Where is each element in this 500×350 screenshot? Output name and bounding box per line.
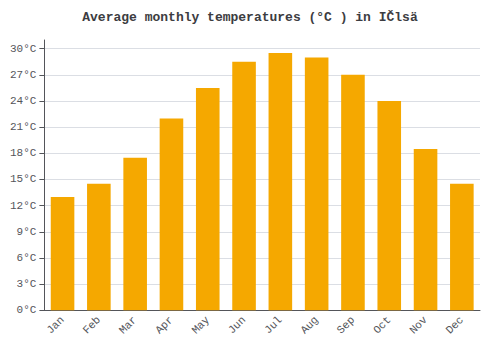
svg-text:21°C: 21°C [10,121,37,133]
svg-text:18°C: 18°C [10,147,37,159]
svg-text:9°C: 9°C [17,226,37,238]
svg-text:0°C: 0°C [17,304,37,316]
svg-text:30°C: 30°C [10,43,37,55]
svg-text:Average monthly temperatures (: Average monthly temperatures (°C ) in IČ… [82,10,418,25]
svg-text:15°C: 15°C [10,173,37,185]
svg-text:May: May [190,314,213,337]
svg-text:Aug: Aug [298,314,320,336]
svg-text:Nov: Nov [407,314,430,337]
svg-text:Jun: Jun [226,314,248,336]
svg-text:Sep: Sep [335,314,357,336]
svg-text:3°C: 3°C [17,278,37,290]
svg-text:12°C: 12°C [10,200,37,212]
svg-text:Jul: Jul [262,314,284,336]
svg-text:6°C: 6°C [17,252,37,264]
svg-text:Dec: Dec [444,314,466,336]
svg-text:Jan: Jan [44,314,66,336]
svg-text:Oct: Oct [371,314,393,336]
svg-text:27°C: 27°C [10,69,37,81]
svg-text:Apr: Apr [153,314,175,336]
svg-text:Feb: Feb [81,314,103,336]
svg-text:Mar: Mar [117,314,139,336]
svg-text:24°C: 24°C [10,95,37,107]
